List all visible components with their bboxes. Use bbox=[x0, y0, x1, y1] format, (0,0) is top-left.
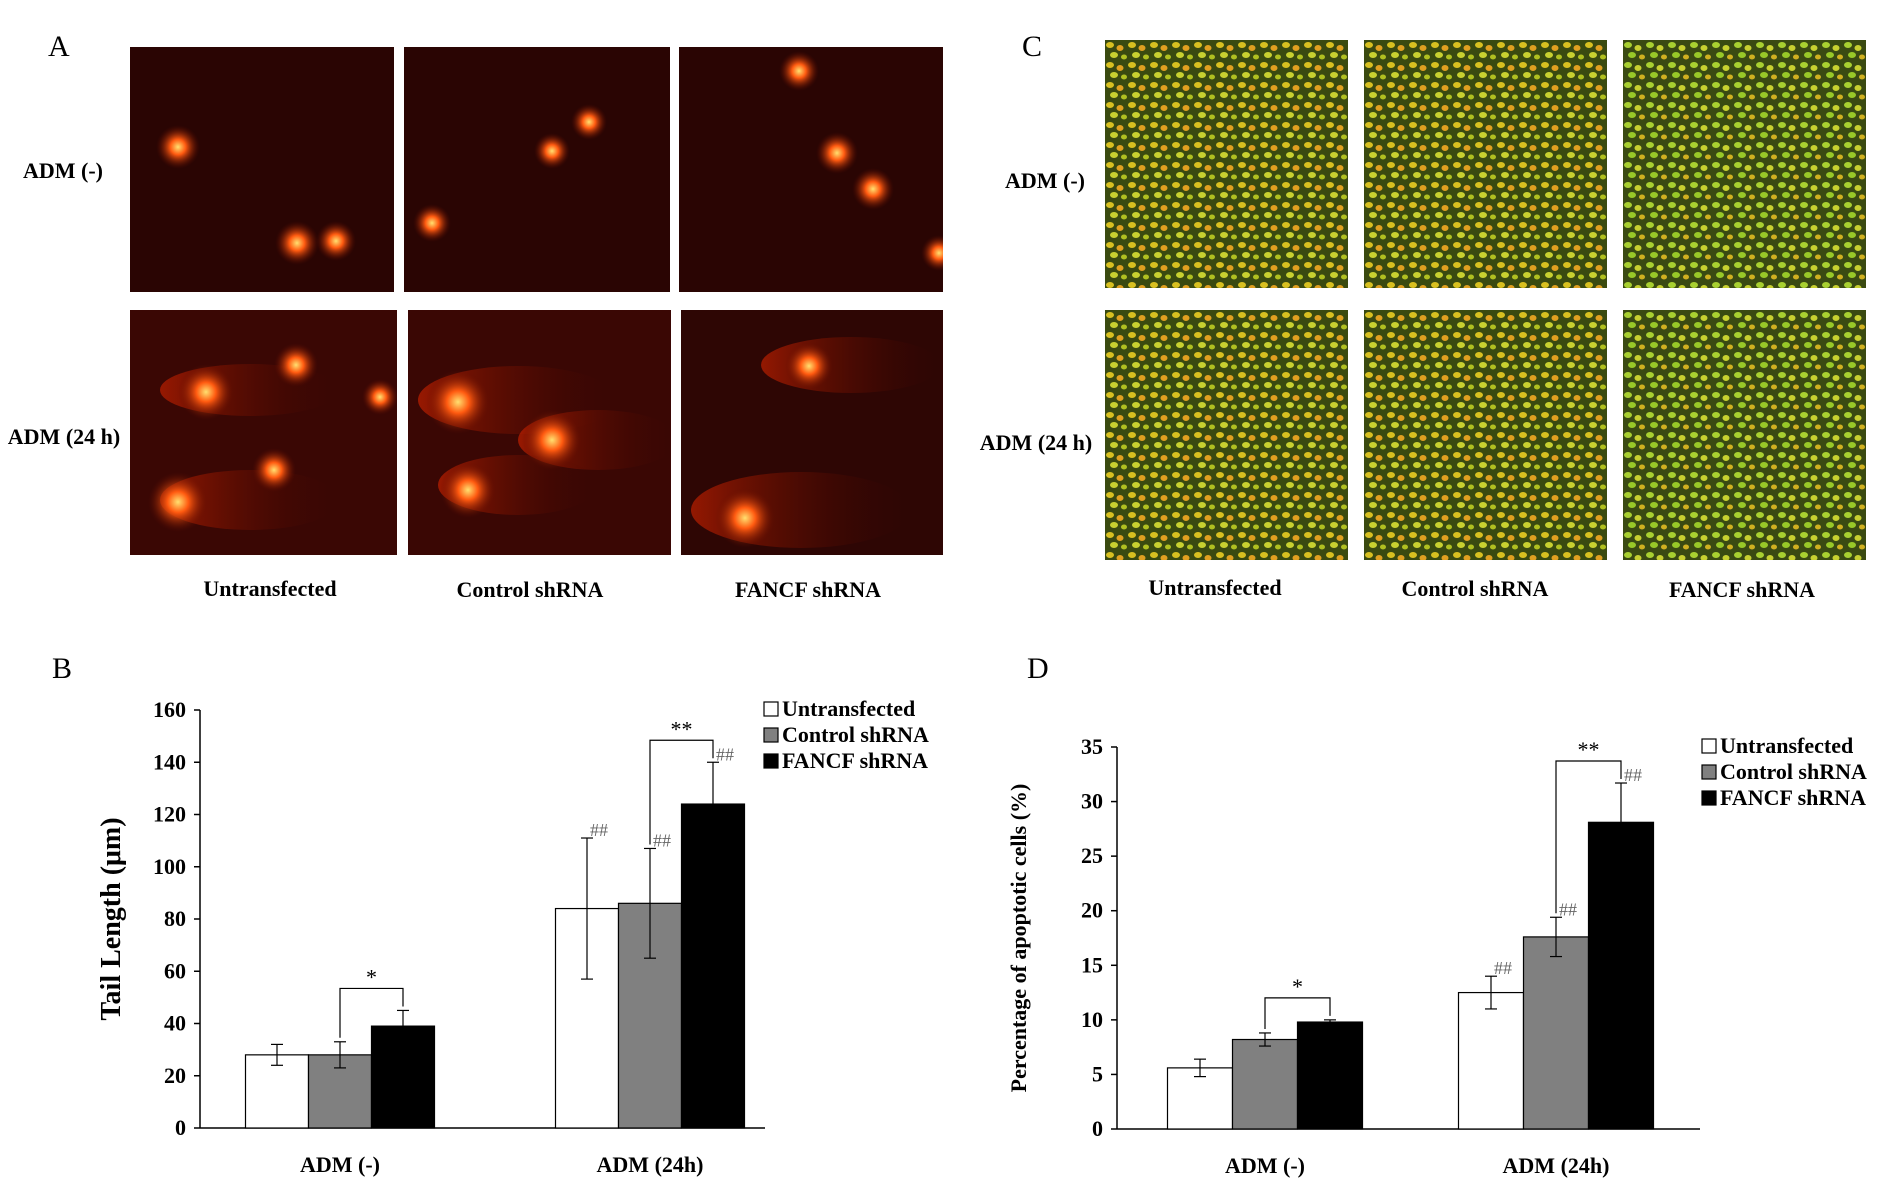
y-tick-label: 100 bbox=[153, 854, 186, 879]
bar bbox=[1587, 821, 1655, 1130]
legend-label: Control shRNA bbox=[782, 722, 929, 747]
y-tick-label: 0 bbox=[1092, 1116, 1103, 1141]
y-tick-label: 40 bbox=[164, 1011, 186, 1036]
bar bbox=[1457, 991, 1525, 1130]
legend-swatch bbox=[1701, 764, 1717, 780]
hash-mark-label: ## bbox=[716, 744, 734, 764]
y-tick-label: 140 bbox=[153, 749, 186, 774]
x-category-label: ADM (24h) bbox=[1503, 1153, 1610, 1178]
significance-label: * bbox=[1292, 974, 1303, 999]
comet-image-control-adm-minus bbox=[404, 47, 670, 292]
bar bbox=[1296, 1021, 1364, 1130]
legend-label: FANCF shRNA bbox=[782, 748, 928, 773]
panel-c-row-label-adm-minus: ADM (-) bbox=[1004, 168, 1086, 193]
hash-mark-label: ## bbox=[1559, 899, 1577, 919]
significance-bracket bbox=[1555, 760, 1622, 914]
y-tick-label: 120 bbox=[153, 802, 186, 827]
y-tick-label: 10 bbox=[1081, 1007, 1103, 1032]
cell-image-fancf-adm-24h bbox=[1623, 310, 1866, 560]
panel-a-row-label-adm-24h: ADM (24 h) bbox=[7, 424, 121, 449]
chart-b-tail-length: 0 20 40 60 80 100 120 140 160 Tail Length (μm) ADM… bbox=[0, 680, 960, 1200]
panel-b-letter: B bbox=[52, 652, 73, 685]
panel-c-col-label-control: Control shRNA bbox=[1401, 576, 1549, 601]
comet-image-untransfected-adm-minus bbox=[130, 47, 394, 292]
panel-c-letter: C bbox=[1022, 30, 1043, 63]
chart-b-svg: 0 20 40 60 80 100 120 140 160 Tail Length (μm) ADM… bbox=[96, 696, 929, 1177]
bar bbox=[680, 803, 746, 1129]
x-category-label: ADM (24h) bbox=[597, 1152, 704, 1177]
panel-a-letter: A bbox=[48, 30, 70, 63]
y-axis-title: Tail Length (μm) bbox=[96, 817, 127, 1020]
y-tick-label: 0 bbox=[175, 1115, 186, 1140]
legend-label: Control shRNA bbox=[1720, 759, 1867, 784]
panel-a-col-label-control: Control shRNA bbox=[456, 577, 604, 602]
y-tick-label: 20 bbox=[1081, 898, 1103, 923]
y-tick-label: 30 bbox=[1081, 789, 1103, 814]
comet-image-untransfected-adm-24h bbox=[130, 310, 397, 555]
cell-image-control-adm-24h bbox=[1364, 310, 1607, 560]
significance-bracket bbox=[649, 739, 714, 845]
y-tick-label: 60 bbox=[164, 958, 186, 983]
significance-label: ** bbox=[1578, 737, 1600, 762]
legend-label: Untransfected bbox=[782, 696, 915, 721]
bar bbox=[1522, 936, 1590, 1130]
significance-bracket bbox=[1264, 997, 1331, 1029]
x-category-label: ADM (-) bbox=[300, 1152, 380, 1177]
legend-swatch bbox=[1701, 790, 1717, 806]
panel-d-letter: D bbox=[1027, 652, 1049, 685]
legend-swatch bbox=[763, 753, 779, 769]
y-tick-label: 35 bbox=[1081, 734, 1103, 759]
comet-image-fancf-adm-24h bbox=[681, 310, 943, 555]
y-tick-label: 80 bbox=[164, 906, 186, 931]
panel-c-col-label-fancf: FANCF shRNA bbox=[1668, 577, 1816, 602]
cell-image-untransfected-adm-24h bbox=[1105, 310, 1348, 560]
y-tick-label: 160 bbox=[153, 697, 186, 722]
cell-image-untransfected-adm-minus bbox=[1105, 40, 1348, 288]
x-category-label: ADM (-) bbox=[1225, 1153, 1305, 1178]
hash-mark-label: ## bbox=[1624, 765, 1642, 785]
comet-image-fancf-adm-minus bbox=[679, 47, 943, 292]
bar bbox=[1231, 1038, 1299, 1130]
panel-a-col-label-untransfected: Untransfected bbox=[203, 576, 337, 601]
y-tick-label: 20 bbox=[164, 1063, 186, 1088]
legend-swatch bbox=[1701, 738, 1717, 754]
chart-d-apoptosis: 0 5 10 15 20 25 30 35 Percentage of apoptotic ce… bbox=[960, 680, 1890, 1200]
hash-mark-label: ## bbox=[1494, 958, 1512, 978]
y-axis-title: Percentage of apoptotic cells (%) bbox=[1006, 784, 1031, 1093]
panel-a-row-label-adm-minus: ADM (-) bbox=[22, 158, 104, 183]
legend-label: FANCF shRNA bbox=[1720, 785, 1866, 810]
cell-image-fancf-adm-minus bbox=[1623, 40, 1866, 288]
hash-mark-label: ## bbox=[590, 820, 608, 840]
hash-mark-label: ## bbox=[653, 830, 671, 850]
cell-image-control-adm-minus bbox=[1364, 40, 1607, 288]
legend-swatch bbox=[763, 701, 779, 717]
bar bbox=[244, 1054, 310, 1129]
significance-bracket bbox=[339, 987, 404, 1038]
panel-c-col-label-untransfected: Untransfected bbox=[1148, 575, 1282, 600]
y-tick-label: 5 bbox=[1092, 1061, 1103, 1086]
panel-c-row-label-adm-24h: ADM (24 h) bbox=[979, 430, 1093, 455]
comet-image-control-adm-24h bbox=[408, 310, 671, 555]
legend-label: Untransfected bbox=[1720, 733, 1853, 758]
significance-label: ** bbox=[671, 716, 693, 741]
panel-a-col-label-fancf: FANCF shRNA bbox=[734, 577, 882, 602]
y-tick-label: 15 bbox=[1081, 952, 1103, 977]
legend-swatch bbox=[763, 727, 779, 743]
chart-d-svg: 0 5 10 15 20 25 30 35 Percentage of apoptotic ce… bbox=[1006, 733, 1867, 1178]
significance-label: * bbox=[366, 964, 377, 989]
y-tick-label: 25 bbox=[1081, 843, 1103, 868]
